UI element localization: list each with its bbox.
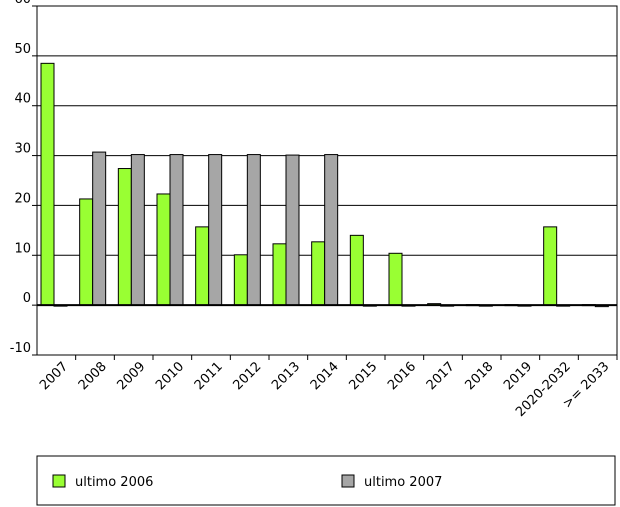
x-tick-label: 2009	[114, 359, 148, 393]
bar-ultimo-2007-2012	[246, 154, 261, 306]
y-tick-label: 40	[14, 92, 31, 107]
bar-ultimo-2007-2014	[324, 154, 339, 306]
bar-ultimo-2007-2013	[285, 154, 300, 306]
y-tick-label: 20	[14, 191, 31, 206]
y-tick-label: -10	[10, 341, 31, 356]
bar-ultimo-2006-2016	[388, 252, 403, 306]
bar-ultimo-2007-2008	[92, 151, 107, 306]
bar-ultimo-2006-2020-2032	[543, 226, 558, 306]
axes	[32, 5, 618, 360]
bar-ultimo-2007-2010	[169, 154, 184, 306]
legend-swatch-ultimo-2007	[341, 474, 355, 488]
bar-ultimo-2006-2014	[311, 241, 326, 306]
legend: ultimo 2006 ultimo 2007	[36, 455, 616, 506]
x-tick-label: 2018	[462, 359, 496, 393]
x-tick-label: 2011	[192, 359, 226, 393]
x-tick-label: 2013	[269, 359, 303, 393]
x-tick-label: 2015	[346, 359, 380, 393]
x-tick-labels: 2007 2008 2009 2010 2011 2012 2013 2014 2015 2016…	[37, 359, 612, 420]
bar-ultimo-2006-2013	[272, 243, 287, 306]
bar-ultimo-2007-2009	[130, 154, 145, 306]
x-tick-label: 2012	[230, 359, 264, 393]
bar-ultimo-2006-2015	[349, 234, 364, 306]
y-tick-label: 30	[14, 142, 31, 157]
x-tick-label: 2017	[424, 359, 458, 393]
x-tick-label: 2019	[501, 359, 535, 393]
y-tick-label: 50	[14, 42, 31, 57]
x-tick-label: 2016	[385, 359, 419, 393]
legend-box	[36, 455, 616, 506]
legend-label-ultimo-2007: ultimo 2007	[364, 475, 442, 490]
plot-frame	[36, 5, 618, 356]
bar-ultimo-2006-2007	[40, 62, 55, 306]
legend-label-ultimo-2006: ultimo 2006	[75, 475, 153, 490]
bars	[40, 62, 609, 308]
y-tick-label: 0	[23, 291, 31, 306]
bar-ultimo-2006-2011	[195, 226, 210, 306]
x-tick-label: 2007	[37, 359, 71, 393]
y-tick-label: 60	[14, 0, 31, 7]
bar-ultimo-2006-2009	[117, 168, 132, 306]
y-tick-label: 10	[14, 241, 31, 256]
legend-swatch-ultimo-2006	[52, 474, 66, 488]
bar-ultimo-2006-2012	[233, 254, 248, 306]
bar-ultimo-2006-2010	[156, 193, 171, 306]
y-tick-labels: -10 0 10 20 30 40 50 60	[10, 0, 31, 356]
x-tick-label: 2008	[76, 359, 110, 393]
bar-ultimo-2007-2011	[208, 154, 223, 306]
bar-ultimo-2006-2008	[79, 198, 94, 306]
x-tick-label: 2014	[308, 359, 342, 393]
x-tick-label: 2010	[153, 359, 187, 393]
